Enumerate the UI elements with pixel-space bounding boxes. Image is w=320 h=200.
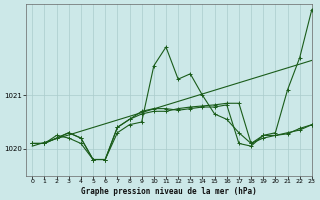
X-axis label: Graphe pression niveau de la mer (hPa): Graphe pression niveau de la mer (hPa) xyxy=(81,187,257,196)
